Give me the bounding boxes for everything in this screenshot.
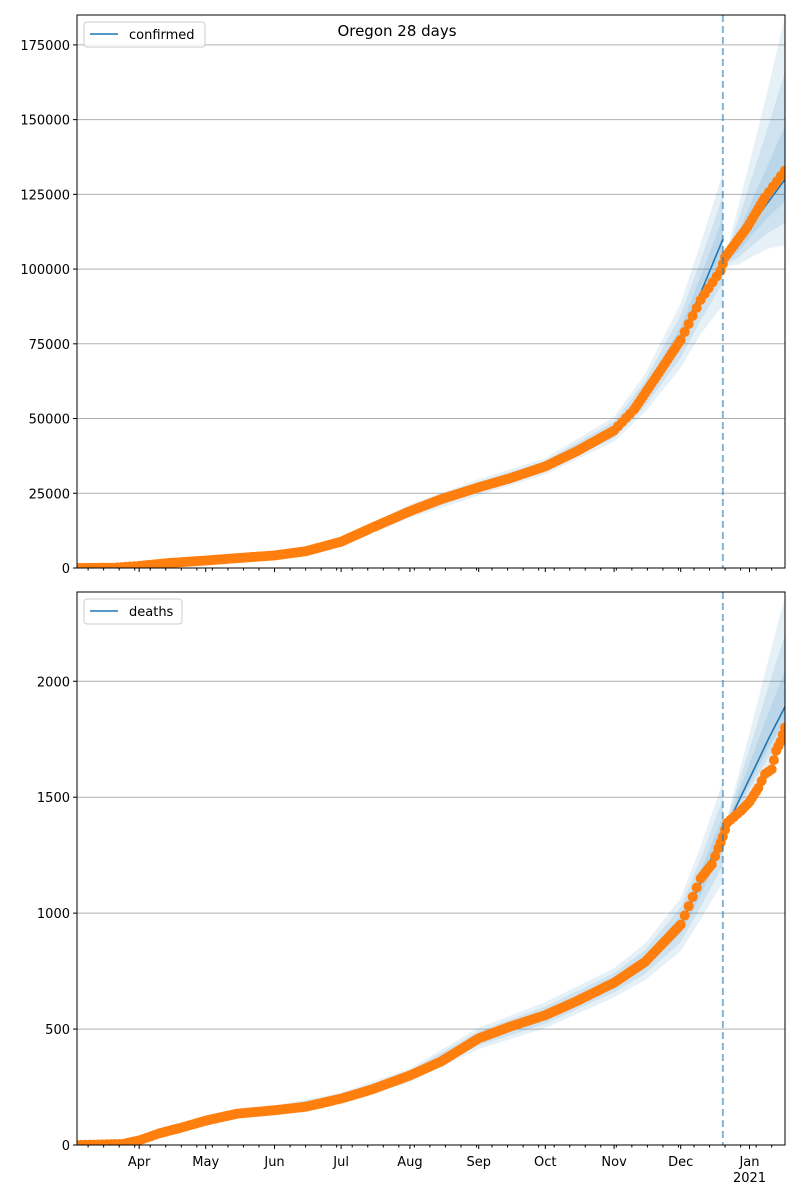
x-tick-label: Jun [263,1155,284,1170]
y-tick-label: 125000 [20,188,70,203]
y-tick-label: 1000 [37,907,70,922]
y-tick-label: 500 [45,1023,70,1038]
x-tick-label: Sep [466,1155,491,1170]
observed-point [675,919,686,930]
observed-point [691,882,702,893]
axes-frame [76,14,786,569]
legend: confirmed [83,21,206,48]
plot-area [77,597,785,1145]
x-tick-label: Nov [601,1155,627,1170]
plot-area [77,16,785,568]
legend-box [83,21,206,48]
observed-point [687,310,698,321]
x-tick-label: Apr [128,1155,151,1170]
observed-point [683,318,694,329]
legend: deaths [83,598,183,625]
y-tick-label: 100000 [20,263,70,278]
confidence-band [722,634,785,835]
legend-label: deaths [129,605,174,620]
observed-point [768,755,779,766]
x-tick-sublabel: 2021 [733,1171,766,1186]
x-tick-label: May [192,1155,219,1170]
y-tick-label: 50000 [29,413,70,428]
x-tick-label: Jan [738,1155,759,1170]
y-tick-label: 75000 [29,338,70,353]
observed-point [691,302,702,313]
observed-point [687,891,698,902]
observed-point [710,851,721,862]
x-tick-label: Dec [668,1155,693,1170]
y-tick-label: 0 [62,562,70,577]
y-tick-label: 25000 [29,487,70,502]
observed-point [766,764,777,775]
confirmed-axes: 0 25000 50000 75000 100000 125000 150000 175000… [20,14,786,577]
y-tick-label: 175000 [20,39,70,54]
observed-point [675,334,686,345]
y-tick-label: 150000 [20,114,70,129]
chart-title: Oregon 28 days [337,22,456,40]
observed-point [683,901,694,912]
observed-point [706,859,717,870]
x-tick-label: Oct [534,1155,556,1170]
x-tick-label: Jul [332,1155,349,1170]
deaths-axes: 0 500 1000 1500 2000 Apr May Jun Jul Aug Sep Oct Nov… [37,591,786,1186]
x-tick-label: Aug [397,1155,422,1170]
confidence-band [77,173,723,568]
observed-point [679,910,690,921]
axes-frame [76,591,786,1146]
legend-box [83,598,183,625]
y-tick-label: 2000 [37,675,70,690]
y-tick-label: 1500 [37,791,70,806]
legend-label: confirmed [129,28,195,43]
confidence-band [722,597,785,835]
observed-point [780,165,785,176]
confidence-band [722,670,785,835]
observed-point [780,722,785,733]
confidence-band [77,781,723,1145]
observed-point [679,326,690,337]
y-tick-label: 0 [62,1139,70,1154]
confidence-band [722,16,785,267]
confidence-band [722,71,785,267]
